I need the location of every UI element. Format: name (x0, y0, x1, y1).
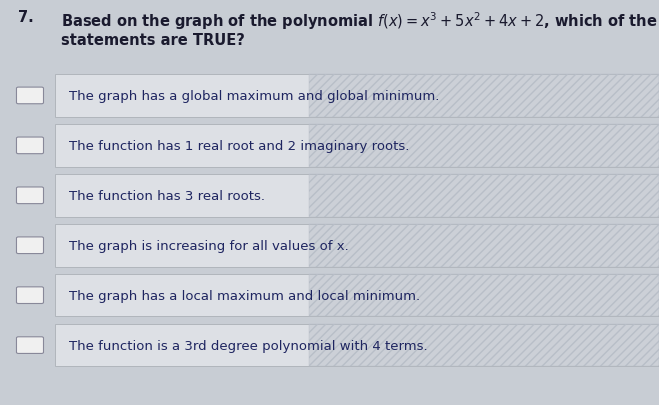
FancyBboxPatch shape (16, 337, 43, 354)
FancyBboxPatch shape (16, 237, 43, 254)
Bar (55, 324, 659, 367)
Text: The function has 3 real roots.: The function has 3 real roots. (69, 189, 265, 202)
FancyBboxPatch shape (16, 138, 43, 154)
FancyBboxPatch shape (16, 188, 43, 204)
Bar (55, 125, 659, 167)
Bar (55, 175, 659, 217)
Text: Based on the graph of the polynomial $f(x) = x^3 + 5x^2 + 4x + 2$, which of the : Based on the graph of the polynomial $f(… (61, 10, 659, 32)
Text: The graph is increasing for all values of x.: The graph is increasing for all values o… (69, 239, 349, 252)
Bar (308, 324, 659, 367)
Bar (308, 125, 659, 167)
Text: statements are TRUE?: statements are TRUE? (61, 33, 245, 48)
Text: 7.: 7. (18, 10, 34, 25)
Bar (55, 274, 659, 317)
Bar (308, 324, 659, 367)
Bar (308, 125, 659, 167)
FancyBboxPatch shape (16, 88, 43, 104)
FancyBboxPatch shape (16, 287, 43, 304)
Bar (55, 224, 659, 267)
Bar (308, 224, 659, 267)
Bar (308, 274, 659, 317)
Text: The function is a 3rd degree polynomial with 4 terms.: The function is a 3rd degree polynomial … (69, 339, 428, 352)
Bar (308, 75, 659, 117)
Bar (308, 175, 659, 217)
Text: The graph has a global maximum and global minimum.: The graph has a global maximum and globa… (69, 90, 440, 103)
Text: The function has 1 real root and 2 imaginary roots.: The function has 1 real root and 2 imagi… (69, 139, 410, 153)
Bar (308, 75, 659, 117)
Text: The graph has a local maximum and local minimum.: The graph has a local maximum and local … (69, 289, 420, 302)
Bar (308, 175, 659, 217)
Bar (308, 224, 659, 267)
Bar (308, 274, 659, 317)
Bar (55, 75, 659, 117)
